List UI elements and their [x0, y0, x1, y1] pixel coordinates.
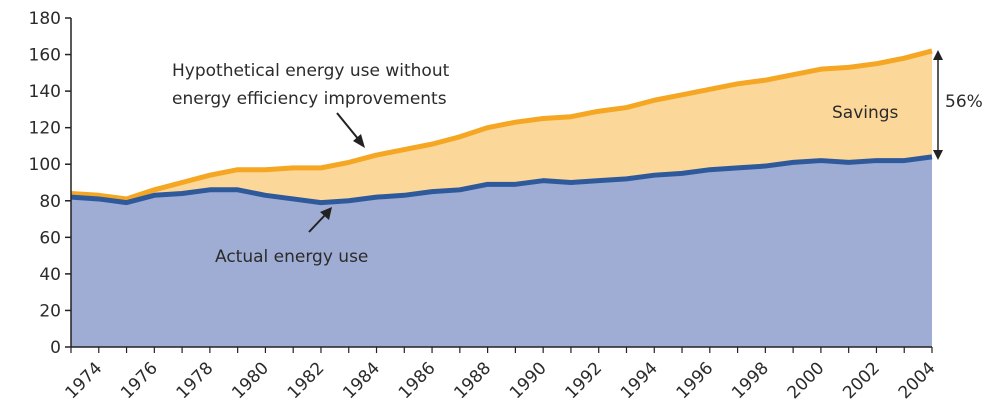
x-tick-label: 1994	[617, 358, 662, 403]
x-tick-label: 1988	[450, 358, 495, 403]
hypothetical-label-line2: energy efficiency improvements	[172, 89, 447, 109]
x-tick-label: 1978	[173, 358, 218, 403]
y-tick-label: 180	[29, 9, 61, 29]
y-tick-label: 140	[29, 82, 61, 102]
actual-pointer-arrow	[308, 207, 332, 233]
hypothetical-pointer-arrow	[336, 112, 365, 148]
y-tick-label: 160	[29, 46, 61, 66]
plot-area	[70, 48, 933, 348]
x-tick-label: 1984	[339, 358, 384, 403]
actual-line	[70, 154, 933, 206]
y-tick-label: 20	[39, 301, 61, 321]
y-tick-label: 0	[50, 338, 61, 358]
x-tick-label: 2000	[784, 358, 829, 403]
x-tick-label: 1976	[117, 358, 162, 403]
y-tick-label: 60	[39, 228, 61, 248]
hypothetical-label-line1: Hypothetical energy use without	[172, 61, 450, 81]
y-tick-label: 120	[29, 119, 61, 139]
x-tick-label: 1996	[673, 358, 718, 403]
x-axis: 1974 1976 1978 1980 1982 1984 1986 1988 1990 1992…	[62, 346, 940, 403]
savings-percent-label: 56%	[945, 92, 983, 112]
x-tick-label: 1986	[395, 358, 440, 403]
x-tick-label: 1990	[506, 358, 551, 403]
hypothetical-line	[70, 48, 933, 202]
x-tick-label: 2004	[895, 358, 940, 403]
x-tick-label: 1982	[284, 358, 329, 403]
savings-label: Savings	[832, 103, 899, 123]
y-axis: 0 20 40 60 80 100 120 140 160 180	[29, 9, 72, 358]
x-tick-label: 2002	[839, 358, 884, 403]
y-tick-label: 80	[39, 192, 61, 212]
y-tick-label: 40	[39, 265, 61, 285]
savings-arrow	[933, 50, 943, 160]
y-tick-label: 100	[29, 155, 61, 175]
actual-area	[71, 156, 932, 347]
x-tick-label: 1980	[228, 358, 273, 403]
x-tick-label: 1974	[62, 358, 107, 403]
actual-label: Actual energy use	[215, 247, 368, 267]
x-tick-label: 1998	[728, 358, 773, 403]
x-tick-label: 1992	[562, 358, 607, 403]
